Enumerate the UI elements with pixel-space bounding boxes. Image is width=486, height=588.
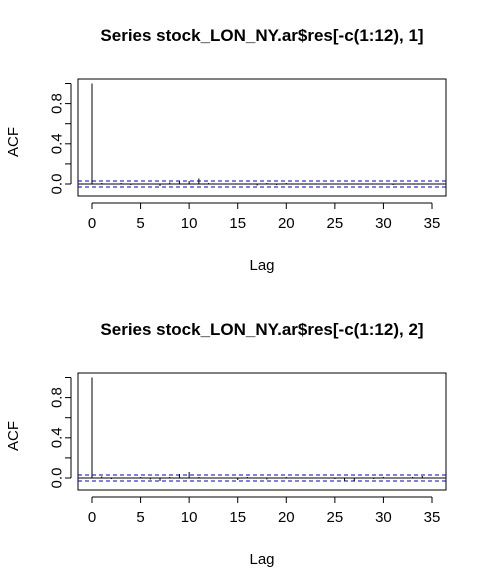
- x-tick-label: 0: [88, 215, 96, 232]
- x-tick-label: 15: [229, 215, 246, 232]
- x-tick-label: 15: [229, 509, 246, 526]
- x-tick-label: 20: [278, 509, 295, 526]
- x-axis-label: Lag: [249, 257, 274, 274]
- y-tick-label: 0.8: [49, 93, 66, 114]
- x-axis-label: Lag: [249, 551, 274, 568]
- acf-panel-series-1: Series stock_LON_NY.ar$res[-c(1:12), 1] …: [5, 26, 446, 274]
- chart-title: Series stock_LON_NY.ar$res[-c(1:12), 1]: [100, 26, 423, 45]
- y-tick-label: 0.4: [49, 427, 66, 448]
- y-axis-label: ACF: [5, 127, 22, 157]
- plot-frame: [78, 373, 446, 490]
- chart-title: Series stock_LON_NY.ar$res[-c(1:12), 2]: [100, 320, 423, 339]
- x-tick-label: 20: [278, 215, 295, 232]
- x-tick-label: 5: [136, 509, 144, 526]
- plot-frame: [78, 79, 446, 196]
- acf-panel-series-2: Series stock_LON_NY.ar$res[-c(1:12), 2] …: [5, 320, 446, 568]
- y-tick-label: 0.4: [49, 133, 66, 154]
- y-tick-label: 0.0: [49, 468, 66, 489]
- x-tick-label: 30: [375, 509, 392, 526]
- x-tick-label: 10: [181, 215, 198, 232]
- x-tick-label: 10: [181, 509, 198, 526]
- x-tick-label: 30: [375, 215, 392, 232]
- x-tick-label: 35: [424, 215, 441, 232]
- y-tick-label: 0.8: [49, 387, 66, 408]
- x-tick-label: 35: [424, 509, 441, 526]
- x-tick-label: 25: [327, 509, 344, 526]
- y-axis-label: ACF: [5, 421, 22, 451]
- x-tick-label: 5: [136, 215, 144, 232]
- x-tick-label: 0: [88, 509, 96, 526]
- y-tick-label: 0.0: [49, 174, 66, 195]
- x-tick-label: 25: [327, 215, 344, 232]
